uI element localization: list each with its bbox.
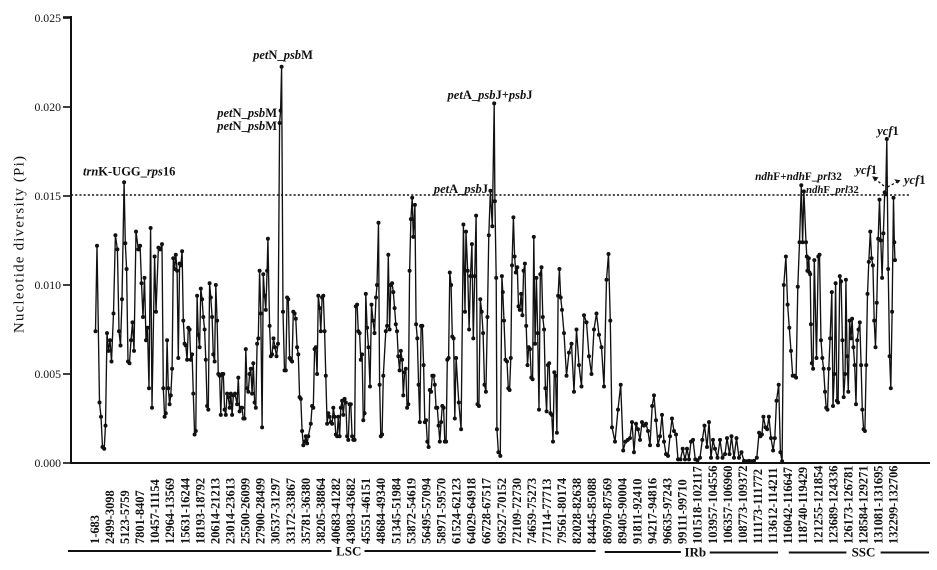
svg-text:56495-57094: 56495-57094 bbox=[419, 478, 433, 544]
svg-text:79561-80174: 79561-80174 bbox=[555, 478, 569, 544]
svg-text:30537-31297: 30537-31297 bbox=[269, 478, 283, 544]
svg-text:132299-132706: 132299-132706 bbox=[887, 466, 901, 544]
svg-text:23014-23613: 23014-23613 bbox=[224, 478, 238, 544]
svg-text:5123-5759: 5123-5759 bbox=[118, 490, 132, 544]
svg-text:12964-13569: 12964-13569 bbox=[163, 478, 177, 544]
svg-text:43083-43682: 43083-43682 bbox=[344, 478, 358, 544]
svg-text:86970-87569: 86970-87569 bbox=[600, 478, 614, 544]
svg-text:33172-33867: 33172-33867 bbox=[284, 478, 298, 544]
svg-text:99111-99710: 99111-99710 bbox=[676, 479, 690, 544]
svg-text:ndhF+ndhF_prl32: ndhF+ndhF_prl32 bbox=[755, 171, 842, 183]
svg-text:35781-36380: 35781-36380 bbox=[299, 478, 313, 544]
svg-text:27900-28499: 27900-28499 bbox=[254, 478, 268, 544]
svg-text:ycf1: ycf1 bbox=[875, 124, 899, 138]
svg-text:64029-64918: 64029-64918 bbox=[465, 478, 479, 544]
svg-text:51345-51984: 51345-51984 bbox=[389, 478, 403, 544]
svg-text:7801-8407: 7801-8407 bbox=[133, 490, 147, 544]
svg-text:61524-62123: 61524-62123 bbox=[450, 478, 464, 544]
svg-text:petA_psbJ: petA_psbJ bbox=[433, 182, 488, 196]
svg-text:0.015: 0.015 bbox=[34, 189, 61, 203]
svg-text:ycf1: ycf1 bbox=[853, 163, 877, 177]
svg-text:Nucleotide diversity (Pi): Nucleotide diversity (Pi) bbox=[12, 155, 28, 333]
svg-text:89405-90004: 89405-90004 bbox=[615, 478, 629, 544]
svg-text:128584-129271: 128584-129271 bbox=[857, 466, 871, 544]
svg-text:106357-106960: 106357-106960 bbox=[721, 466, 735, 544]
svg-text:0.000: 0.000 bbox=[34, 456, 61, 470]
svg-text:123689-124336: 123689-124336 bbox=[826, 466, 840, 544]
svg-text:10457-11154: 10457-11154 bbox=[148, 479, 162, 544]
svg-text:96635-97243: 96635-97243 bbox=[661, 478, 675, 544]
svg-text:45551-46151: 45551-46151 bbox=[359, 478, 373, 544]
svg-text:1-683: 1-683 bbox=[88, 515, 102, 544]
svg-text:94217-94816: 94217-94816 bbox=[646, 478, 660, 544]
svg-text:103957-104556: 103957-104556 bbox=[706, 466, 720, 544]
svg-text:2499-3098: 2499-3098 bbox=[103, 490, 117, 544]
svg-text:111173-111772: 111173-111772 bbox=[751, 469, 765, 544]
svg-text:113612-114211: 113612-114211 bbox=[766, 468, 780, 544]
svg-text:118740-119429: 118740-119429 bbox=[796, 467, 810, 544]
svg-text:48684-49340: 48684-49340 bbox=[374, 478, 388, 544]
svg-text:25500-26099: 25500-26099 bbox=[239, 478, 253, 544]
svg-text:petN_psbM: petN_psbM bbox=[252, 48, 313, 62]
svg-text:74659-75273: 74659-75273 bbox=[525, 478, 539, 544]
svg-text:126173-126781: 126173-126781 bbox=[841, 466, 855, 544]
svg-text:petN_psbM: petN_psbM bbox=[216, 106, 277, 120]
svg-text:131081-131695: 131081-131695 bbox=[872, 466, 886, 544]
svg-text:SSC: SSC bbox=[852, 545, 876, 560]
svg-text:91811-92410: 91811-92410 bbox=[630, 479, 644, 544]
svg-text:0.010: 0.010 bbox=[34, 278, 61, 292]
svg-text:101518-102117: 101518-102117 bbox=[691, 466, 705, 544]
svg-text:108773-109372: 108773-109372 bbox=[736, 466, 750, 544]
svg-text:18193-18792: 18193-18792 bbox=[193, 478, 207, 544]
svg-text:15631-16244: 15631-16244 bbox=[178, 478, 192, 544]
svg-text:petA_psbJ+psbJ: petA_psbJ+psbJ bbox=[447, 88, 533, 102]
svg-text:IRb: IRb bbox=[684, 545, 706, 560]
svg-text:53872-54619: 53872-54619 bbox=[404, 478, 418, 544]
svg-text:82028-82638: 82028-82638 bbox=[570, 478, 584, 544]
svg-text:0.005: 0.005 bbox=[34, 367, 61, 381]
svg-text:116042-116647: 116042-116647 bbox=[781, 467, 795, 544]
svg-text:66728-67517: 66728-67517 bbox=[480, 478, 494, 544]
svg-text:84445-85088: 84445-85088 bbox=[585, 478, 599, 544]
svg-text:ycf1: ycf1 bbox=[902, 173, 926, 187]
svg-text:72109-72730: 72109-72730 bbox=[510, 478, 524, 544]
svg-text:38205-38864: 38205-38864 bbox=[314, 478, 328, 544]
svg-text:77114-77713: 77114-77713 bbox=[540, 479, 554, 544]
svg-text:58971-59570: 58971-59570 bbox=[435, 478, 449, 544]
svg-text:40683-41282: 40683-41282 bbox=[329, 478, 343, 544]
svg-text:0.020: 0.020 bbox=[34, 100, 61, 114]
svg-text:petN_psbM: petN_psbM bbox=[216, 119, 277, 133]
svg-text:121255-121854: 121255-121854 bbox=[811, 466, 825, 544]
svg-text:ndhF_prl32: ndhF_prl32 bbox=[806, 184, 859, 196]
svg-text:0.025: 0.025 bbox=[34, 11, 61, 25]
svg-text:20614-21213: 20614-21213 bbox=[209, 478, 223, 544]
svg-text:trnK-UGG_rps16: trnK-UGG_rps16 bbox=[83, 165, 175, 179]
svg-text:LSC: LSC bbox=[336, 544, 361, 559]
svg-text:69527-70152: 69527-70152 bbox=[495, 478, 509, 544]
